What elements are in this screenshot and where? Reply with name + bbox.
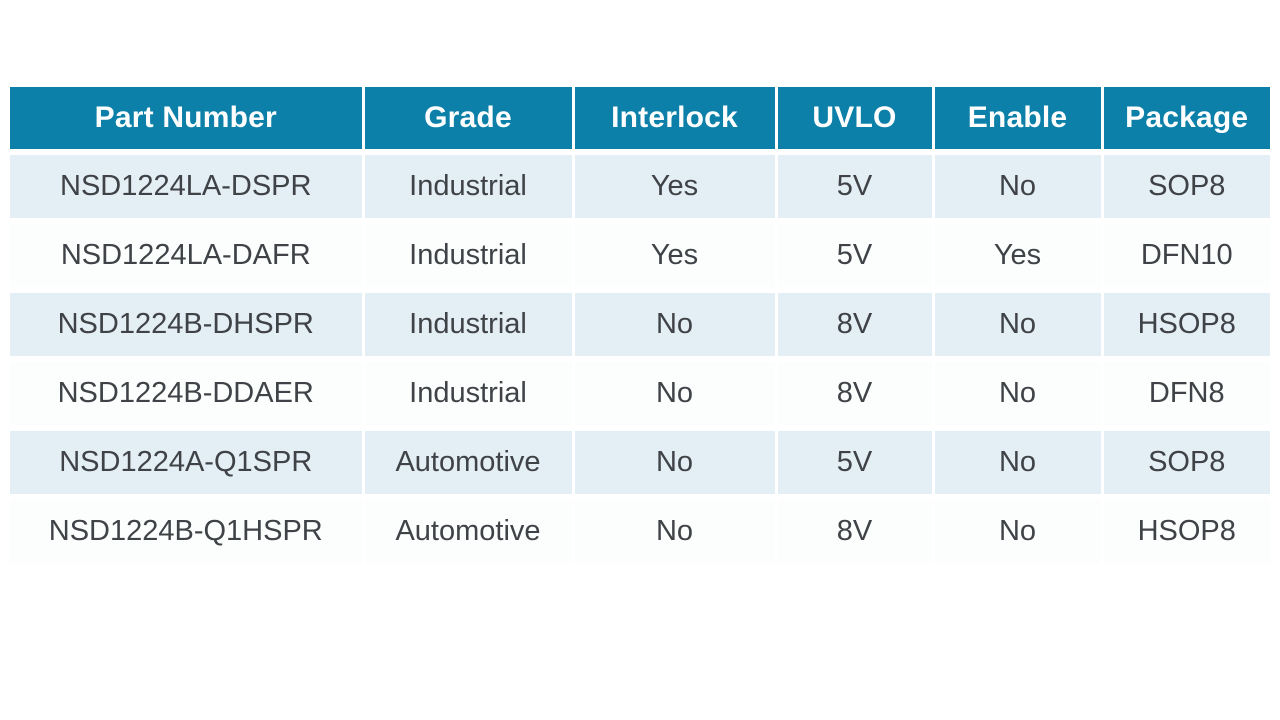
cell-interlock: No <box>573 359 778 431</box>
header-cell-enable: Enable <box>933 87 1104 155</box>
cell-enable: Yes <box>933 221 1104 293</box>
cell-uvlo: 5V <box>776 152 935 224</box>
cell-grade: Industrial <box>363 152 575 224</box>
cell-enable: No <box>933 428 1104 500</box>
cell-uvlo: 8V <box>776 359 935 431</box>
cell-package: SOP8 <box>1102 428 1270 500</box>
header-cell-package: Package <box>1102 87 1270 155</box>
cell-uvlo: 5V <box>776 428 935 500</box>
cell-package: DFN8 <box>1102 359 1270 431</box>
cell-part-number: NSD1224A-Q1SPR <box>10 428 365 500</box>
cell-grade: Automotive <box>363 428 575 500</box>
cell-interlock: No <box>573 497 778 563</box>
cell-part-number: NSD1224B-DDAER <box>10 359 365 431</box>
cell-part-number: NSD1224LA-DSPR <box>10 152 365 224</box>
cell-package: HSOP8 <box>1102 497 1270 563</box>
cell-grade: Industrial <box>363 359 575 431</box>
cell-package: SOP8 <box>1102 152 1270 224</box>
table-row: NSD1224A-Q1SPR Automotive No 5V No SOP8 <box>10 428 1270 500</box>
cell-uvlo: 8V <box>776 290 935 362</box>
header-cell-part-number: Part Number <box>10 87 365 155</box>
cell-interlock: No <box>573 428 778 500</box>
part-selection-table-container: Part Number Grade Interlock UVLO Enable … <box>10 87 1270 563</box>
header-cell-interlock: Interlock <box>573 87 778 155</box>
parts-table: Part Number Grade Interlock UVLO Enable … <box>10 87 1270 563</box>
table-row: NSD1224B-DDAER Industrial No 8V No DFN8 <box>10 359 1270 431</box>
cell-interlock: Yes <box>573 152 778 224</box>
cell-part-number: NSD1224B-Q1HSPR <box>10 497 365 563</box>
cell-enable: No <box>933 152 1104 224</box>
table-row: NSD1224LA-DSPR Industrial Yes 5V No SOP8 <box>10 152 1270 224</box>
cell-grade: Industrial <box>363 290 575 362</box>
cell-interlock: Yes <box>573 221 778 293</box>
cell-grade: Industrial <box>363 221 575 293</box>
cell-grade: Automotive <box>363 497 575 563</box>
cell-package: HSOP8 <box>1102 290 1270 362</box>
cell-enable: No <box>933 359 1104 431</box>
table-header-row: Part Number Grade Interlock UVLO Enable … <box>10 87 1270 155</box>
cell-enable: No <box>933 497 1104 563</box>
table-row: NSD1224LA-DAFR Industrial Yes 5V Yes DFN… <box>10 221 1270 293</box>
cell-interlock: No <box>573 290 778 362</box>
cell-part-number: NSD1224B-DHSPR <box>10 290 365 362</box>
cell-uvlo: 8V <box>776 497 935 563</box>
cell-uvlo: 5V <box>776 221 935 293</box>
header-cell-uvlo: UVLO <box>776 87 935 155</box>
table-row: NSD1224B-DHSPR Industrial No 8V No HSOP8 <box>10 290 1270 362</box>
header-cell-grade: Grade <box>363 87 575 155</box>
table-row: NSD1224B-Q1HSPR Automotive No 8V No HSOP… <box>10 497 1270 563</box>
cell-package: DFN10 <box>1102 221 1270 293</box>
cell-part-number: NSD1224LA-DAFR <box>10 221 365 293</box>
cell-enable: No <box>933 290 1104 362</box>
